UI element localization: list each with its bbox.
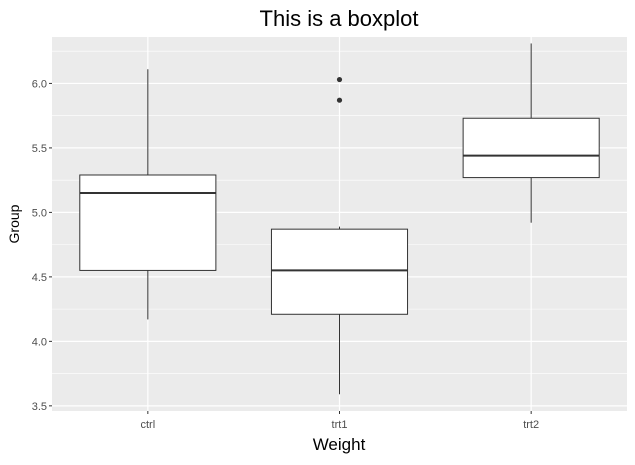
y-axis-title: Group [6, 204, 22, 243]
x-axis-ticks: ctrl trt1 trt2 [140, 411, 539, 431]
y-tick-label: 5.0 [32, 207, 47, 219]
box-iqr [79, 174, 217, 271]
x-tick-label: trt2 [523, 419, 539, 431]
y-tick-label: 3.5 [32, 401, 47, 413]
box-trt1 [270, 76, 409, 395]
y-axis-ticks: 3.5 4.0 4.5 5.0 5.5 6.0 [32, 78, 52, 413]
x-axis-title: Weight [313, 435, 366, 454]
box-iqr [462, 117, 600, 179]
boxes [79, 43, 600, 395]
y-tick-label: 4.5 [32, 272, 47, 284]
y-tick-label: 4.0 [32, 336, 47, 348]
outlier-point [336, 97, 343, 103]
y-tick-label: 6.0 [32, 78, 47, 90]
chart-title: This is a boxplot [260, 6, 419, 31]
x-tick-label: ctrl [140, 419, 155, 431]
outlier-point [336, 76, 343, 83]
box-ctrl [79, 69, 217, 320]
box-trt2 [462, 43, 600, 223]
x-tick-label: trt1 [332, 419, 348, 431]
y-tick-label: 5.5 [32, 143, 47, 155]
box-iqr [270, 228, 409, 315]
